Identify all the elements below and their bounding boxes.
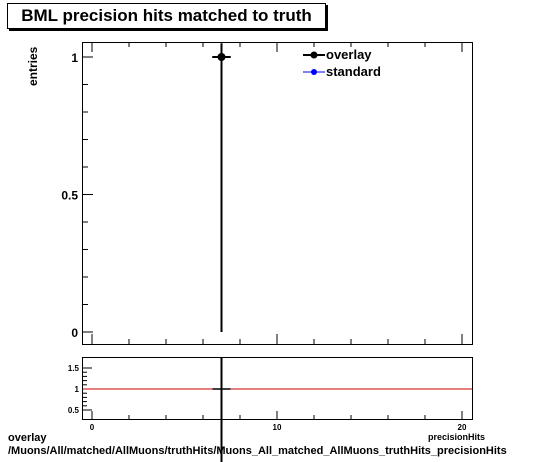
legend-overlay-marker <box>310 51 318 59</box>
legend-overlay-label: overlay <box>326 47 372 62</box>
ratio-x-tick-label: 20 <box>458 423 467 432</box>
footer: overlay /Muons/All/matched/AllMuons/trut… <box>8 432 507 458</box>
x-axis-label-fragment: precisionHits <box>428 432 485 442</box>
legend-standard-marker <box>311 69 317 75</box>
y-tick-label: 0.5 <box>61 189 78 203</box>
y-tick-label: 1 <box>71 51 78 65</box>
legend: overlay standard <box>303 47 381 79</box>
chart-title: BML precision hits matched to truth <box>21 6 312 25</box>
title-box: BML precision hits matched to truth <box>7 3 326 29</box>
ratio-x-tick-label: 10 <box>273 423 282 432</box>
ratio-y-tick-label: 1.5 <box>68 364 80 373</box>
ratio-axis-ticks: 0.5 1 1.5 0 10 20 <box>68 364 467 432</box>
y-tick-label: 0 <box>71 326 78 340</box>
ratio-x-tick-label: 0 <box>90 423 95 432</box>
ratio-data-layer <box>83 358 472 462</box>
main-data-layer <box>212 43 231 332</box>
footer-line-2: /Muons/All/matched/AllMuons/truthHits/Mu… <box>8 445 507 457</box>
data-point-overlay <box>217 53 226 61</box>
legend-standard-label: standard <box>326 64 381 79</box>
ratio-y-tick-label: 0.5 <box>68 406 80 415</box>
footer-line-1: overlay <box>8 432 47 444</box>
ratio-y-tick-label: 1 <box>75 385 80 394</box>
main-axis-ticks: 00.51 <box>61 42 463 344</box>
main-plot-frame <box>82 42 473 345</box>
